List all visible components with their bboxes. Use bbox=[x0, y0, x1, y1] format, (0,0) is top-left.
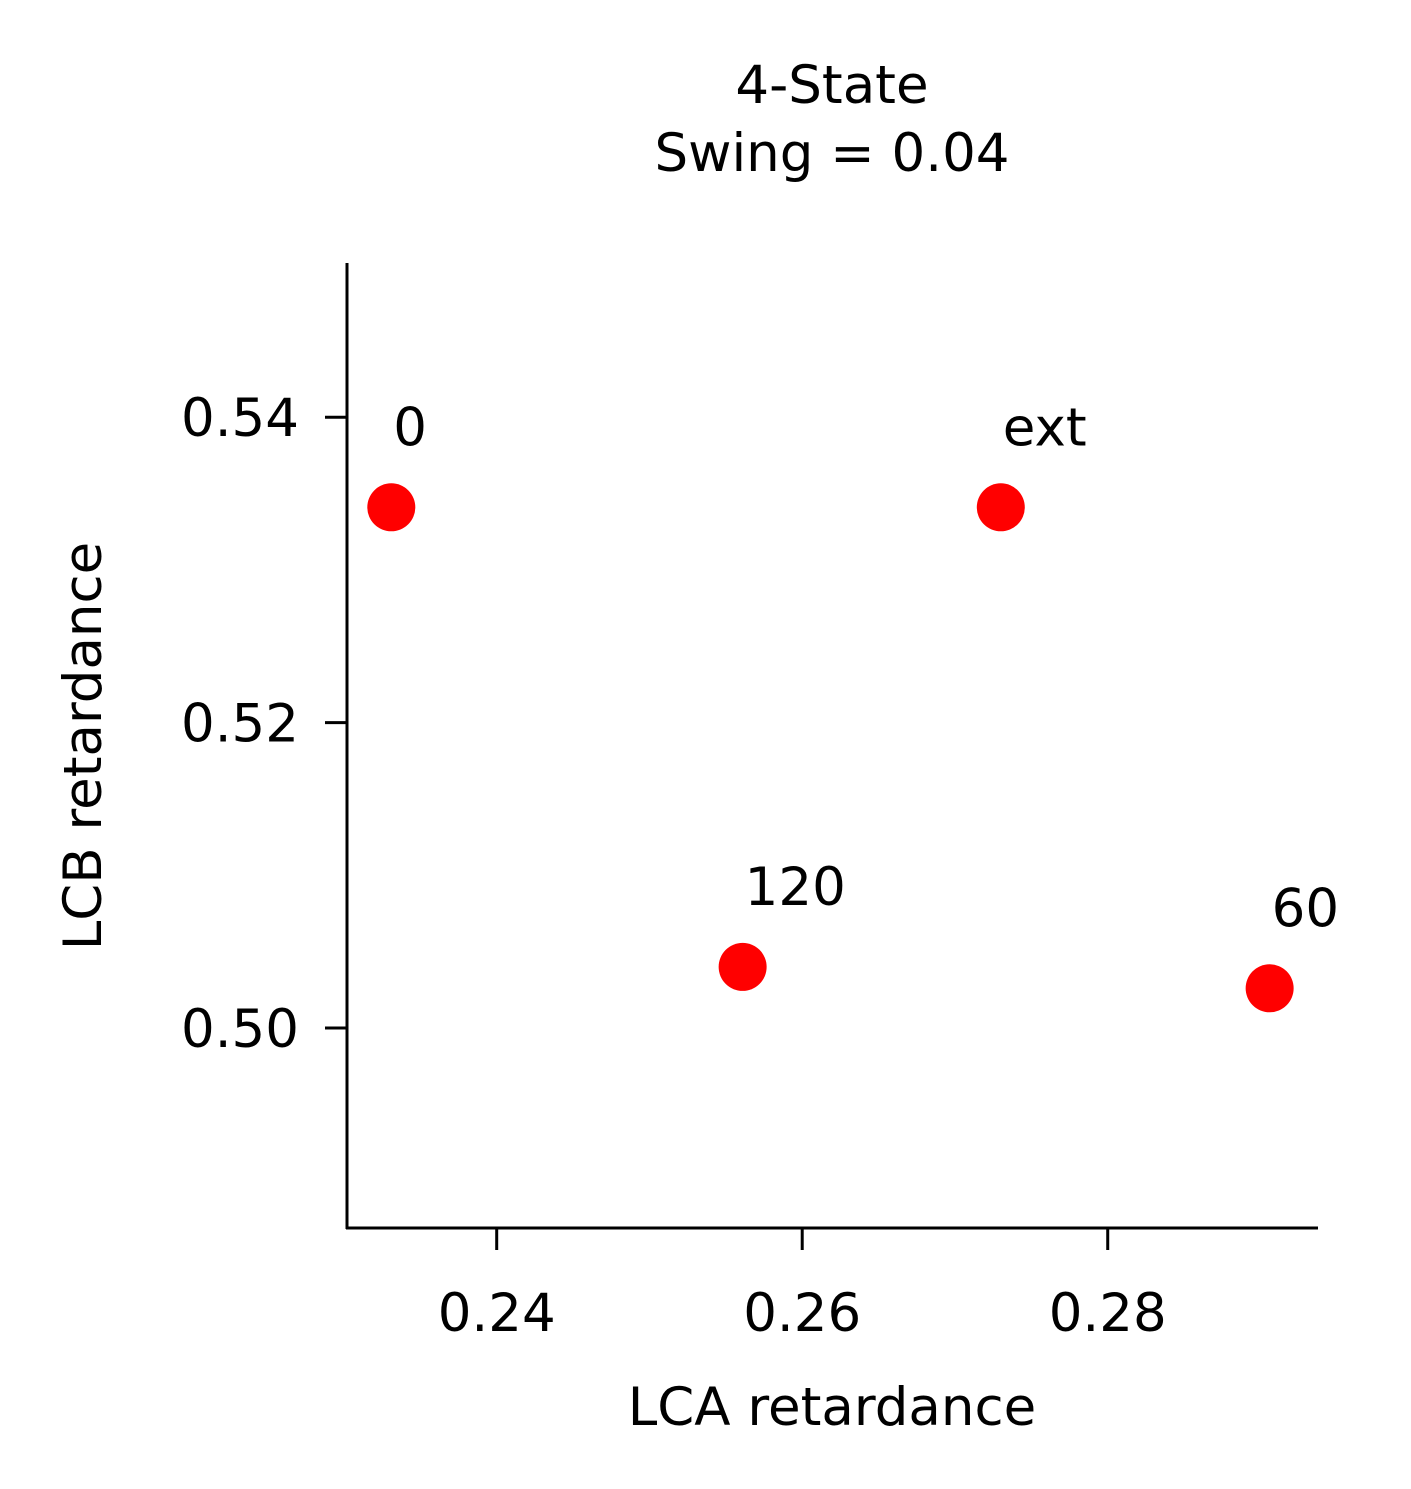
scatter-point bbox=[718, 942, 767, 991]
y-tick-label: 0.50 bbox=[181, 999, 299, 1060]
point-annotation: 120 bbox=[745, 857, 846, 918]
scatter-point bbox=[1245, 964, 1294, 1013]
y-tick-label: 0.54 bbox=[181, 388, 299, 449]
y-ticks: 0.50 0.52 0.54 bbox=[181, 388, 347, 1060]
point-annotation: 60 bbox=[1272, 878, 1339, 939]
scatter-point bbox=[976, 483, 1025, 532]
chart-title-line2: Swing = 0.04 bbox=[654, 123, 1009, 184]
point-annotation: 0 bbox=[393, 397, 427, 458]
data-points: 0 ext 120 60 bbox=[367, 397, 1339, 1013]
y-tick-label: 0.52 bbox=[181, 694, 299, 755]
x-tick-label: 0.28 bbox=[1049, 1283, 1167, 1344]
x-ticks: 0.24 0.26 0.28 bbox=[438, 1228, 1167, 1344]
x-tick-label: 0.26 bbox=[743, 1283, 861, 1344]
scatter-point bbox=[367, 483, 416, 532]
point-annotation: ext bbox=[1003, 397, 1087, 458]
y-axis-label: LCB retardance bbox=[53, 542, 114, 951]
chart-title-line1: 4-State bbox=[735, 55, 928, 116]
x-tick-label: 0.24 bbox=[438, 1283, 556, 1344]
x-axis-label: LCA retardance bbox=[628, 1377, 1036, 1438]
